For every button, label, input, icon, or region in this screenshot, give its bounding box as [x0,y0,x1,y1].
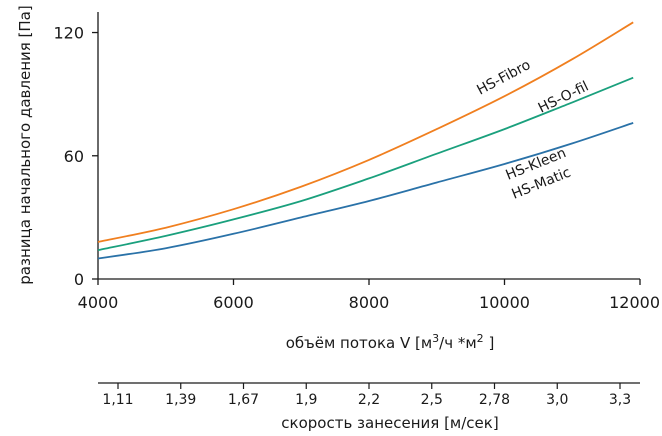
x-ticks: 4000 6000 8000 10000 12000 [78,279,660,312]
secondary-x-ticks: 1,11 1,39 1,67 1,9 2,2 2,5 2,78 3,0 3,3 [102,383,631,408]
x-axis-title: объём потока V [м3/ч *м2 ] [286,332,495,352]
x-tick-label: 12000 [609,293,660,312]
secondary-x-tick-label: 3,0 [546,392,568,408]
y-ticks: 0 60 120 [53,24,98,289]
x-tick-label: 6000 [213,293,254,312]
x-tick-label: 4000 [78,293,119,312]
secondary-x-tick-label: 2,5 [421,392,443,408]
x-axis-title-end: ] [484,334,495,352]
secondary-x-tick-label: 2,78 [479,392,510,408]
secondary-x-tick-label: 1,39 [165,392,196,408]
series-line-2 [97,122,634,260]
secondary-x-tick-label: 1,11 [102,392,133,408]
secondary-x-tick-label: 1,9 [295,392,317,408]
series-line-0 [97,21,634,243]
y-tick-label: 120 [53,24,84,43]
series-lines [97,21,634,260]
secondary-x-tick-label: 3,3 [609,392,631,408]
x-tick-label: 8000 [349,293,390,312]
secondary-x-axis-title: скорость занесения [м/сек] [281,414,498,432]
x-tick-label: 10000 [479,293,530,312]
x-axis-title-sup2: 2 [477,332,484,345]
x-axis-title-mid: /ч *м [439,334,477,352]
y-axis-title: разница начального давления [Па] [16,5,34,284]
secondary-x-tick-label: 1,67 [228,392,259,408]
series-line-1 [97,76,634,252]
y-tick-label: 60 [64,147,84,166]
series-label-hs-fibro: HS-Fibro [474,57,533,98]
secondary-x-tick-label: 2,2 [358,392,380,408]
x-axis-title-sup1: 3 [432,332,439,345]
y-tick-label: 0 [74,270,84,289]
x-axis-title-main: объём потока V [м [286,334,432,352]
